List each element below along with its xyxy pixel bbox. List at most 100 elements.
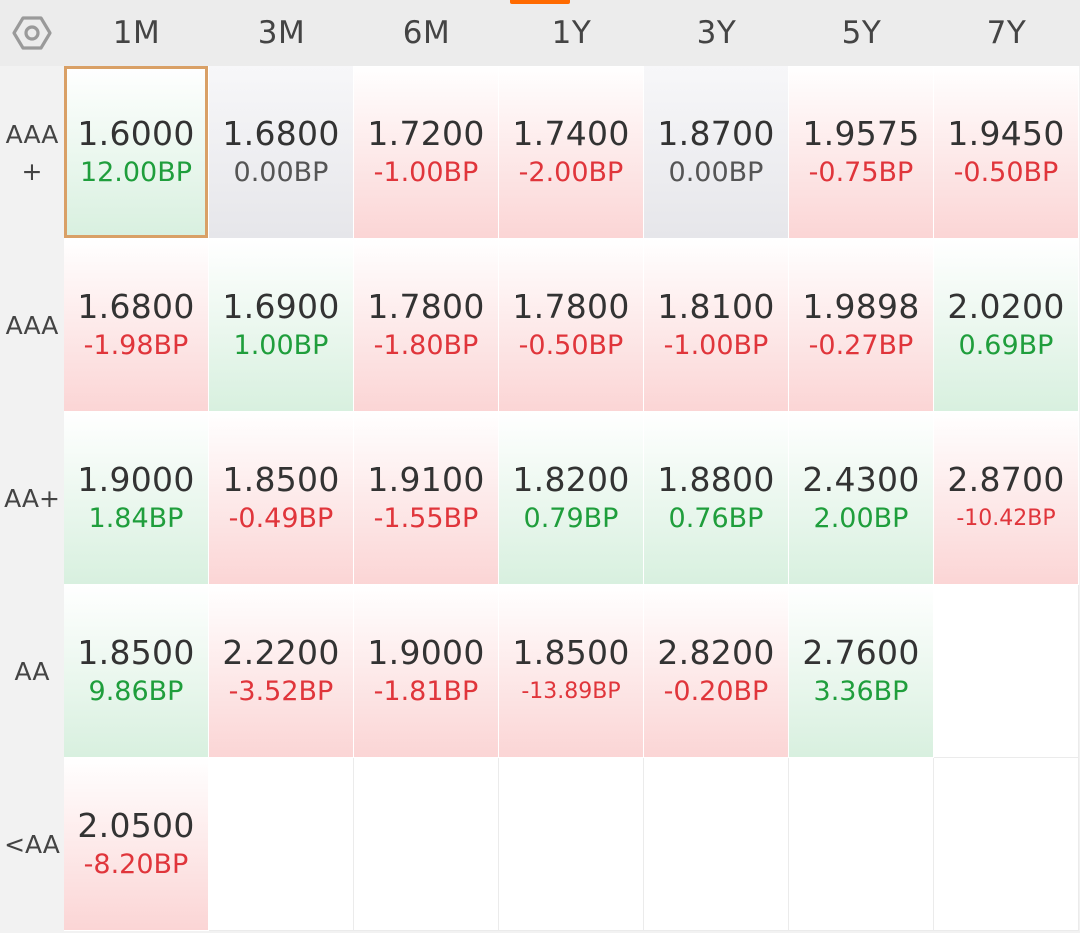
yield-cell[interactable]: 2.7600 3.36BP — [789, 585, 934, 758]
yield-change: -1.98BP — [83, 330, 189, 361]
yield-value: 1.6800 — [222, 114, 340, 153]
yield-change: -1.80BP — [373, 330, 479, 361]
yield-cell[interactable]: 2.0500 -8.20BP — [64, 758, 209, 931]
yield-cell[interactable]: 1.9000 -1.81BP — [354, 585, 499, 758]
yield-value: 1.9450 — [947, 114, 1065, 153]
yield-change: -0.50BP — [953, 157, 1059, 188]
column-header-5y[interactable]: 5Y — [841, 15, 882, 51]
column-header-6m[interactable]: 6M — [402, 15, 451, 51]
yield-cell[interactable]: 1.8200 0.79BP — [499, 412, 644, 585]
yield-value: 1.7200 — [367, 114, 485, 153]
yield-value: 1.6800 — [77, 287, 195, 326]
yield-change: -0.27BP — [808, 330, 914, 361]
yield-cell[interactable]: 1.9575 -0.75BP — [789, 66, 934, 239]
yield-value: 2.7600 — [802, 633, 920, 672]
yield-cell[interactable]: 1.9898 -0.27BP — [789, 239, 934, 412]
empty-cell — [354, 758, 499, 931]
yield-value: 1.9000 — [367, 633, 485, 672]
yield-change: -1.00BP — [373, 157, 479, 188]
settings-button[interactable] — [0, 0, 64, 66]
row-label: AA+ — [0, 412, 64, 585]
rating-label: AA — [14, 657, 50, 686]
yield-change: 0.69BP — [958, 330, 1054, 361]
yield-cell[interactable]: 1.7400 -2.00BP — [499, 66, 644, 239]
yield-cell[interactable]: 1.7800 -1.80BP — [354, 239, 499, 412]
yield-change: 0.00BP — [233, 157, 329, 188]
row-label: AAA + — [0, 66, 64, 239]
active-indicator — [510, 0, 570, 4]
empty-cell — [789, 758, 934, 931]
empty-cell — [499, 758, 644, 931]
yield-cell[interactable]: 2.4300 2.00BP — [789, 412, 934, 585]
yield-cell[interactable]: 1.8800 0.76BP — [644, 412, 789, 585]
yield-cell[interactable]: 2.0200 0.69BP — [934, 239, 1079, 412]
rating-label: AAA + — [5, 119, 59, 186]
yield-value: 1.8700 — [657, 114, 775, 153]
yield-value: 2.8200 — [657, 633, 775, 672]
yield-value: 1.7400 — [512, 114, 630, 153]
empty-cell — [934, 758, 1079, 931]
column-header-7y[interactable]: 7Y — [986, 15, 1027, 51]
empty-cell — [644, 758, 789, 931]
yield-change: -0.75BP — [808, 157, 914, 188]
yield-value: 2.2200 — [222, 633, 340, 672]
rating-label: AAA — [5, 311, 59, 340]
yield-cell[interactable]: 1.7800 -0.50BP — [499, 239, 644, 412]
yield-change: -13.89BP — [521, 679, 621, 704]
yield-value: 1.9100 — [367, 460, 485, 499]
yield-cell[interactable]: 1.7200 -1.00BP — [354, 66, 499, 239]
yield-value: 1.9000 — [77, 460, 195, 499]
column-header-3m[interactable]: 3M — [257, 15, 306, 51]
row-label: AA — [0, 585, 64, 758]
yield-change: 1.84BP — [88, 503, 184, 534]
yield-change: 2.00BP — [813, 503, 909, 534]
yield-cell[interactable]: 1.8500 9.86BP — [64, 585, 209, 758]
yield-change: 12.00BP — [79, 157, 193, 188]
yield-cell[interactable]: 1.6800 -1.98BP — [64, 239, 209, 412]
yield-value: 1.6900 — [222, 287, 340, 326]
yield-value: 1.8100 — [657, 287, 775, 326]
yield-value: 2.8700 — [947, 460, 1065, 499]
yield-change: -1.55BP — [373, 503, 479, 534]
yield-value: 1.8800 — [657, 460, 775, 499]
yield-cell[interactable]: 2.8200 -0.20BP — [644, 585, 789, 758]
yield-value: 1.8500 — [77, 633, 195, 672]
yield-change: 0.79BP — [523, 503, 619, 534]
yield-value: 1.8500 — [512, 633, 630, 672]
yield-change: -0.20BP — [663, 676, 769, 707]
yield-cell[interactable]: 1.6900 1.00BP — [209, 239, 354, 412]
yield-value: 2.0500 — [77, 806, 195, 845]
yield-cell[interactable]: 1.8700 0.00BP — [644, 66, 789, 239]
yield-value: 1.9898 — [802, 287, 920, 326]
column-header-3y[interactable]: 3Y — [696, 15, 737, 51]
yield-cell[interactable]: 2.2200 -3.52BP — [209, 585, 354, 758]
rating-label: <AA — [4, 830, 60, 859]
yield-change: 3.36BP — [813, 676, 909, 707]
yield-change: -0.50BP — [518, 330, 624, 361]
yield-cell[interactable]: 1.8100 -1.00BP — [644, 239, 789, 412]
yield-cell[interactable]: 1.9450 -0.50BP — [934, 66, 1079, 239]
yield-value: 1.7800 — [512, 287, 630, 326]
yield-value: 1.8200 — [512, 460, 630, 499]
column-header-1m[interactable]: 1M — [112, 15, 161, 51]
yield-cell[interactable]: 1.8500 -13.89BP — [499, 585, 644, 758]
yield-change: -8.20BP — [83, 849, 189, 880]
column-header-1y[interactable]: 1Y — [551, 15, 592, 51]
yield-value: 1.8500 — [222, 460, 340, 499]
yield-change: -1.81BP — [373, 676, 479, 707]
yield-change: -1.00BP — [663, 330, 769, 361]
yield-cell[interactable]: 1.6800 0.00BP — [209, 66, 354, 239]
yield-cell[interactable]: 2.8700 -10.42BP — [934, 412, 1079, 585]
yield-cell[interactable]: 1.6000 12.00BP — [64, 66, 209, 239]
yield-cell[interactable]: 1.8500 -0.49BP — [209, 412, 354, 585]
empty-cell — [209, 758, 354, 931]
yield-change: 1.00BP — [233, 330, 329, 361]
yield-value: 1.6000 — [77, 114, 195, 153]
yield-cell[interactable]: 1.9000 1.84BP — [64, 412, 209, 585]
yield-change: -3.52BP — [228, 676, 334, 707]
empty-cell — [934, 585, 1079, 758]
yield-cell[interactable]: 1.9100 -1.55BP — [354, 412, 499, 585]
yield-change: -2.00BP — [518, 157, 624, 188]
rating-label: AA+ — [4, 484, 60, 513]
